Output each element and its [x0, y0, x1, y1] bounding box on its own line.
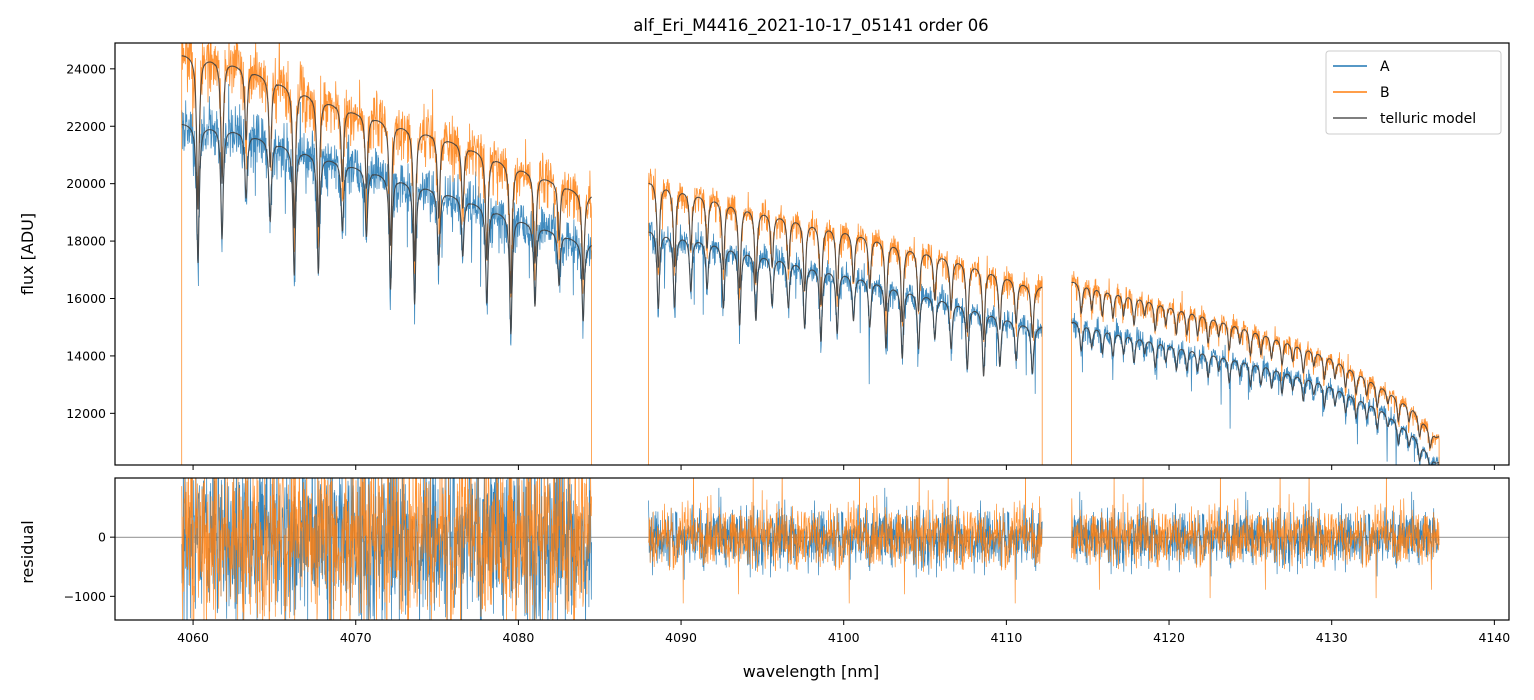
flux-y-tick-label: 16000 [66, 291, 106, 306]
residual-b-segment [1071, 478, 1440, 599]
flux-y-tick-label: 22000 [66, 119, 106, 134]
x-tick-label: 4110 [990, 630, 1022, 645]
residual-panel: −1000 0 4060 4070 4080 4090 4100 4110 4120 4130 4… [18, 477, 1510, 645]
x-tick-label: 4120 [1153, 630, 1185, 645]
legend-label-b: B [1380, 85, 1390, 101]
flux-y-tick-label: 14000 [66, 348, 106, 363]
residual-y-tick-label: 0 [98, 530, 106, 545]
x-tick-label: 4080 [502, 630, 534, 645]
telluric-model-b-segment [648, 182, 1043, 341]
legend-label-a: A [1380, 59, 1390, 75]
telluric-model-b-segment [181, 55, 592, 294]
residual-plot-frame [114, 477, 1510, 621]
x-tick-label: 4100 [828, 630, 860, 645]
residual-b-segment [181, 478, 592, 620]
legend: A B telluric model [1325, 50, 1502, 135]
x-tick-label: 4060 [177, 630, 209, 645]
x-axis-label: wavelength [nm] [743, 662, 880, 681]
flux-panel: 12000 14000 16000 18000 20000 22000 24000 flux… [18, 42, 1510, 470]
x-tick-label: 4090 [665, 630, 697, 645]
flux-y-tick-label: 20000 [66, 176, 106, 191]
flux-y-tick-label: 24000 [66, 61, 106, 76]
telluric-model-a-segment [648, 231, 1043, 377]
chart-title: alf_Eri_M4416_2021-10-17_05141 order 06 [633, 16, 988, 36]
residual-y-tick-label: −1000 [64, 589, 106, 604]
x-tick-label: 4140 [1478, 630, 1510, 645]
telluric-model-a-segment [181, 123, 592, 335]
telluric-model-a-segment [1071, 321, 1440, 465]
residual-b-segment [648, 478, 1043, 604]
series-b-segment [648, 168, 1043, 465]
flux-plot-frame [114, 42, 1510, 466]
series-a-segment [181, 83, 592, 346]
flux-y-tick-label: 12000 [66, 406, 106, 421]
telluric-model-b-segment [1071, 281, 1440, 450]
flux-y-axis-label: flux [ADU] [18, 213, 37, 295]
x-tick-label: 4130 [1316, 630, 1348, 645]
flux-y-tick-label: 18000 [66, 234, 106, 249]
x-tick-label: 4070 [340, 630, 372, 645]
residual-y-axis-label: residual [18, 520, 37, 583]
legend-label-telluric-model: telluric model [1380, 111, 1476, 127]
